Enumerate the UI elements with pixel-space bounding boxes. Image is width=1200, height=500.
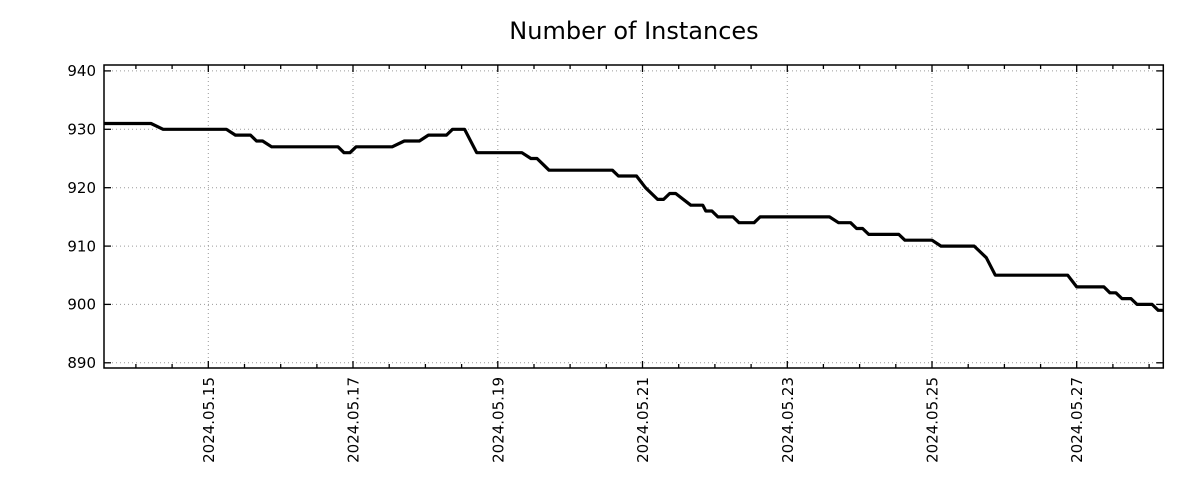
x-tick-label: 2024.05.19 (489, 377, 507, 463)
chart-title: Number of Instances (509, 17, 758, 45)
plot-border (103, 64, 1165, 369)
y-tick-label: 900 (67, 296, 96, 314)
y-axis-labels: 890 900 910 920 930 940 (67, 62, 96, 372)
x-axis-labels: 2024.05.15 2024.05.17 2024.05.19 2024.05.21… (200, 377, 1086, 463)
y-tick-label: 940 (67, 62, 96, 80)
x-tick-label: 2024.05.25 (924, 377, 942, 463)
grid-lines (104, 65, 1164, 368)
y-tick-label: 890 (67, 354, 96, 372)
x-tick-label: 2024.05.23 (779, 377, 797, 463)
y-tick-label: 910 (67, 237, 96, 255)
y-tick-label: 930 (67, 121, 96, 139)
series-line (104, 121, 1164, 312)
x-tick-label: 2024.05.15 (200, 377, 218, 463)
x-tick-label: 2024.05.27 (1068, 377, 1086, 463)
y-tick-label: 920 (67, 179, 96, 197)
axis-ticks (104, 65, 1164, 368)
x-tick-label: 2024.05.17 (345, 377, 363, 463)
x-tick-label: 2024.05.21 (634, 377, 652, 463)
